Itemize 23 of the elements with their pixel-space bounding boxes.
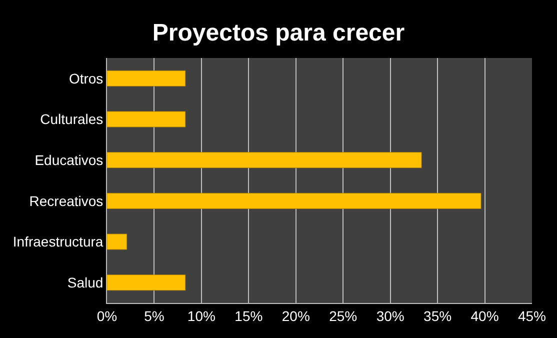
- x-tick-label: 0%: [96, 308, 118, 324]
- x-tick-label: 40%: [470, 308, 499, 324]
- x-tick-label: 45%: [518, 308, 546, 324]
- x-tick-label: 5%: [144, 308, 164, 324]
- x-tick-label: 25%: [329, 308, 358, 324]
- y-tick-label: Otros: [68, 70, 104, 86]
- bar: [107, 192, 482, 209]
- x-tick-label: 30%: [376, 308, 404, 324]
- x-tick-label: 20%: [282, 308, 310, 324]
- y-tick-label: Infraestructura: [12, 234, 104, 250]
- x-tick-label: 15%: [234, 308, 263, 324]
- x-tick-label: 35%: [424, 308, 452, 324]
- y-tick-label: Culturales: [40, 111, 104, 128]
- bar: [107, 234, 128, 250]
- y-tick-label: Educativos: [34, 152, 104, 168]
- chart-title: Proyectos para crecer: [152, 19, 405, 46]
- y-tick-label: Salud: [67, 274, 104, 290]
- bar: [107, 274, 186, 291]
- bar: [107, 70, 186, 86]
- x-tick-label: 10%: [187, 308, 216, 324]
- bar: [107, 152, 422, 168]
- bar: [107, 111, 186, 128]
- y-tick-label: Recreativos: [29, 192, 104, 209]
